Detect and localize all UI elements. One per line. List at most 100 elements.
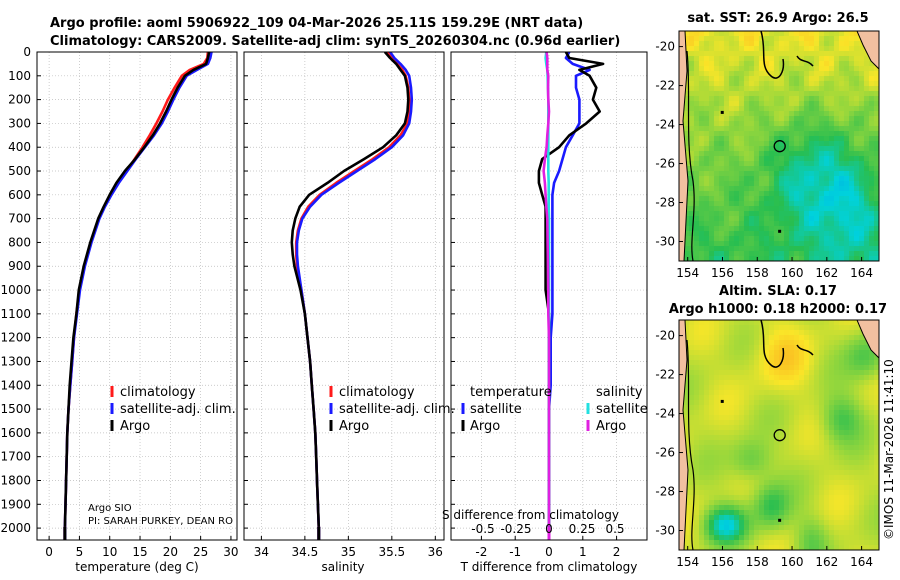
map-cell (724, 46, 730, 52)
map-cell (759, 380, 765, 386)
map-cell (819, 395, 825, 401)
map-cell (814, 350, 820, 356)
map-cell (734, 410, 740, 416)
map-cell (854, 500, 860, 506)
map-cell (714, 375, 720, 381)
map-cell (744, 460, 750, 466)
map-cell (744, 545, 750, 550)
map-cell (784, 450, 790, 456)
map-cell (839, 335, 845, 341)
map-cell (809, 535, 815, 541)
map-cell (874, 186, 879, 192)
map-cell (809, 101, 815, 107)
map-cell (804, 475, 810, 481)
map-cell (809, 500, 815, 506)
map-cell (724, 505, 730, 511)
map-cell (799, 445, 805, 451)
map-cell (759, 96, 765, 102)
map-cell (734, 211, 740, 217)
map-cell (734, 196, 740, 202)
map-cell (749, 36, 755, 42)
map-cell (694, 500, 700, 506)
map-cell (729, 171, 735, 177)
map-cell (834, 340, 840, 346)
map-cell (839, 455, 845, 461)
map-cell (694, 525, 700, 531)
map-cell (824, 320, 830, 326)
map-cell (694, 450, 700, 456)
map-cell (844, 460, 850, 466)
map-cell (874, 545, 879, 550)
map-cell (849, 71, 855, 77)
map-cell (869, 410, 875, 416)
map-cell (829, 345, 835, 351)
map-cell (859, 455, 865, 461)
map-cell (764, 196, 770, 202)
map-cell (759, 525, 765, 531)
map-cell (834, 131, 840, 137)
map-cell (854, 520, 860, 526)
map-cell (789, 31, 795, 37)
map-cell (784, 475, 790, 481)
map-cell (689, 176, 695, 182)
x-tick-label: 35 (341, 545, 356, 559)
map-cell (704, 201, 710, 207)
map-cell (759, 440, 765, 446)
map-cell (874, 226, 879, 232)
map-cell (874, 435, 879, 441)
map-cell (779, 440, 785, 446)
map-cell (869, 131, 875, 137)
map-cell (709, 206, 715, 212)
map-cell (734, 480, 740, 486)
map-cell (844, 181, 850, 187)
map-cell (694, 365, 700, 371)
map-cell (684, 515, 690, 521)
map-cell (714, 156, 720, 162)
map-cell (859, 251, 865, 257)
map-cell (779, 540, 785, 546)
map-cell (859, 181, 865, 187)
map-cell (699, 136, 705, 142)
map-cell (774, 360, 780, 366)
map-cell (819, 380, 825, 386)
map-cell (829, 166, 835, 172)
map-cell (789, 126, 795, 132)
map-cell (849, 236, 855, 242)
map-cell (844, 510, 850, 516)
map-cell (749, 106, 755, 112)
map-cell (799, 246, 805, 252)
map-cell (769, 515, 775, 521)
map-cell (724, 56, 730, 62)
map-cell (754, 191, 760, 197)
map-cell (824, 201, 830, 207)
map-cell (739, 365, 745, 371)
y-tick-label: 800 (8, 235, 31, 249)
map-cell (789, 415, 795, 421)
map-cell (749, 221, 755, 227)
map-cell (749, 146, 755, 152)
map-cell (869, 86, 875, 92)
map-cell (869, 430, 875, 436)
map-cell (804, 430, 810, 436)
y-tick-label: 1400 (0, 378, 31, 392)
map-cell (874, 430, 879, 436)
map-cell (744, 181, 750, 187)
map-cell (699, 121, 705, 127)
map-cell (744, 206, 750, 212)
map-cell (784, 96, 790, 102)
map-cell (869, 480, 875, 486)
map-cell (839, 251, 845, 257)
map-cell (804, 540, 810, 546)
map-cell (834, 460, 840, 466)
map-cell (694, 380, 700, 386)
map-cell (729, 246, 735, 252)
map-cell (824, 430, 830, 436)
map-cell (779, 191, 785, 197)
map-cell (684, 370, 690, 376)
map-cell (844, 530, 850, 536)
map-cell (834, 41, 840, 47)
map-cell (754, 141, 760, 147)
map-cell (789, 385, 795, 391)
map-cell (799, 151, 805, 157)
map-cell (834, 136, 840, 142)
